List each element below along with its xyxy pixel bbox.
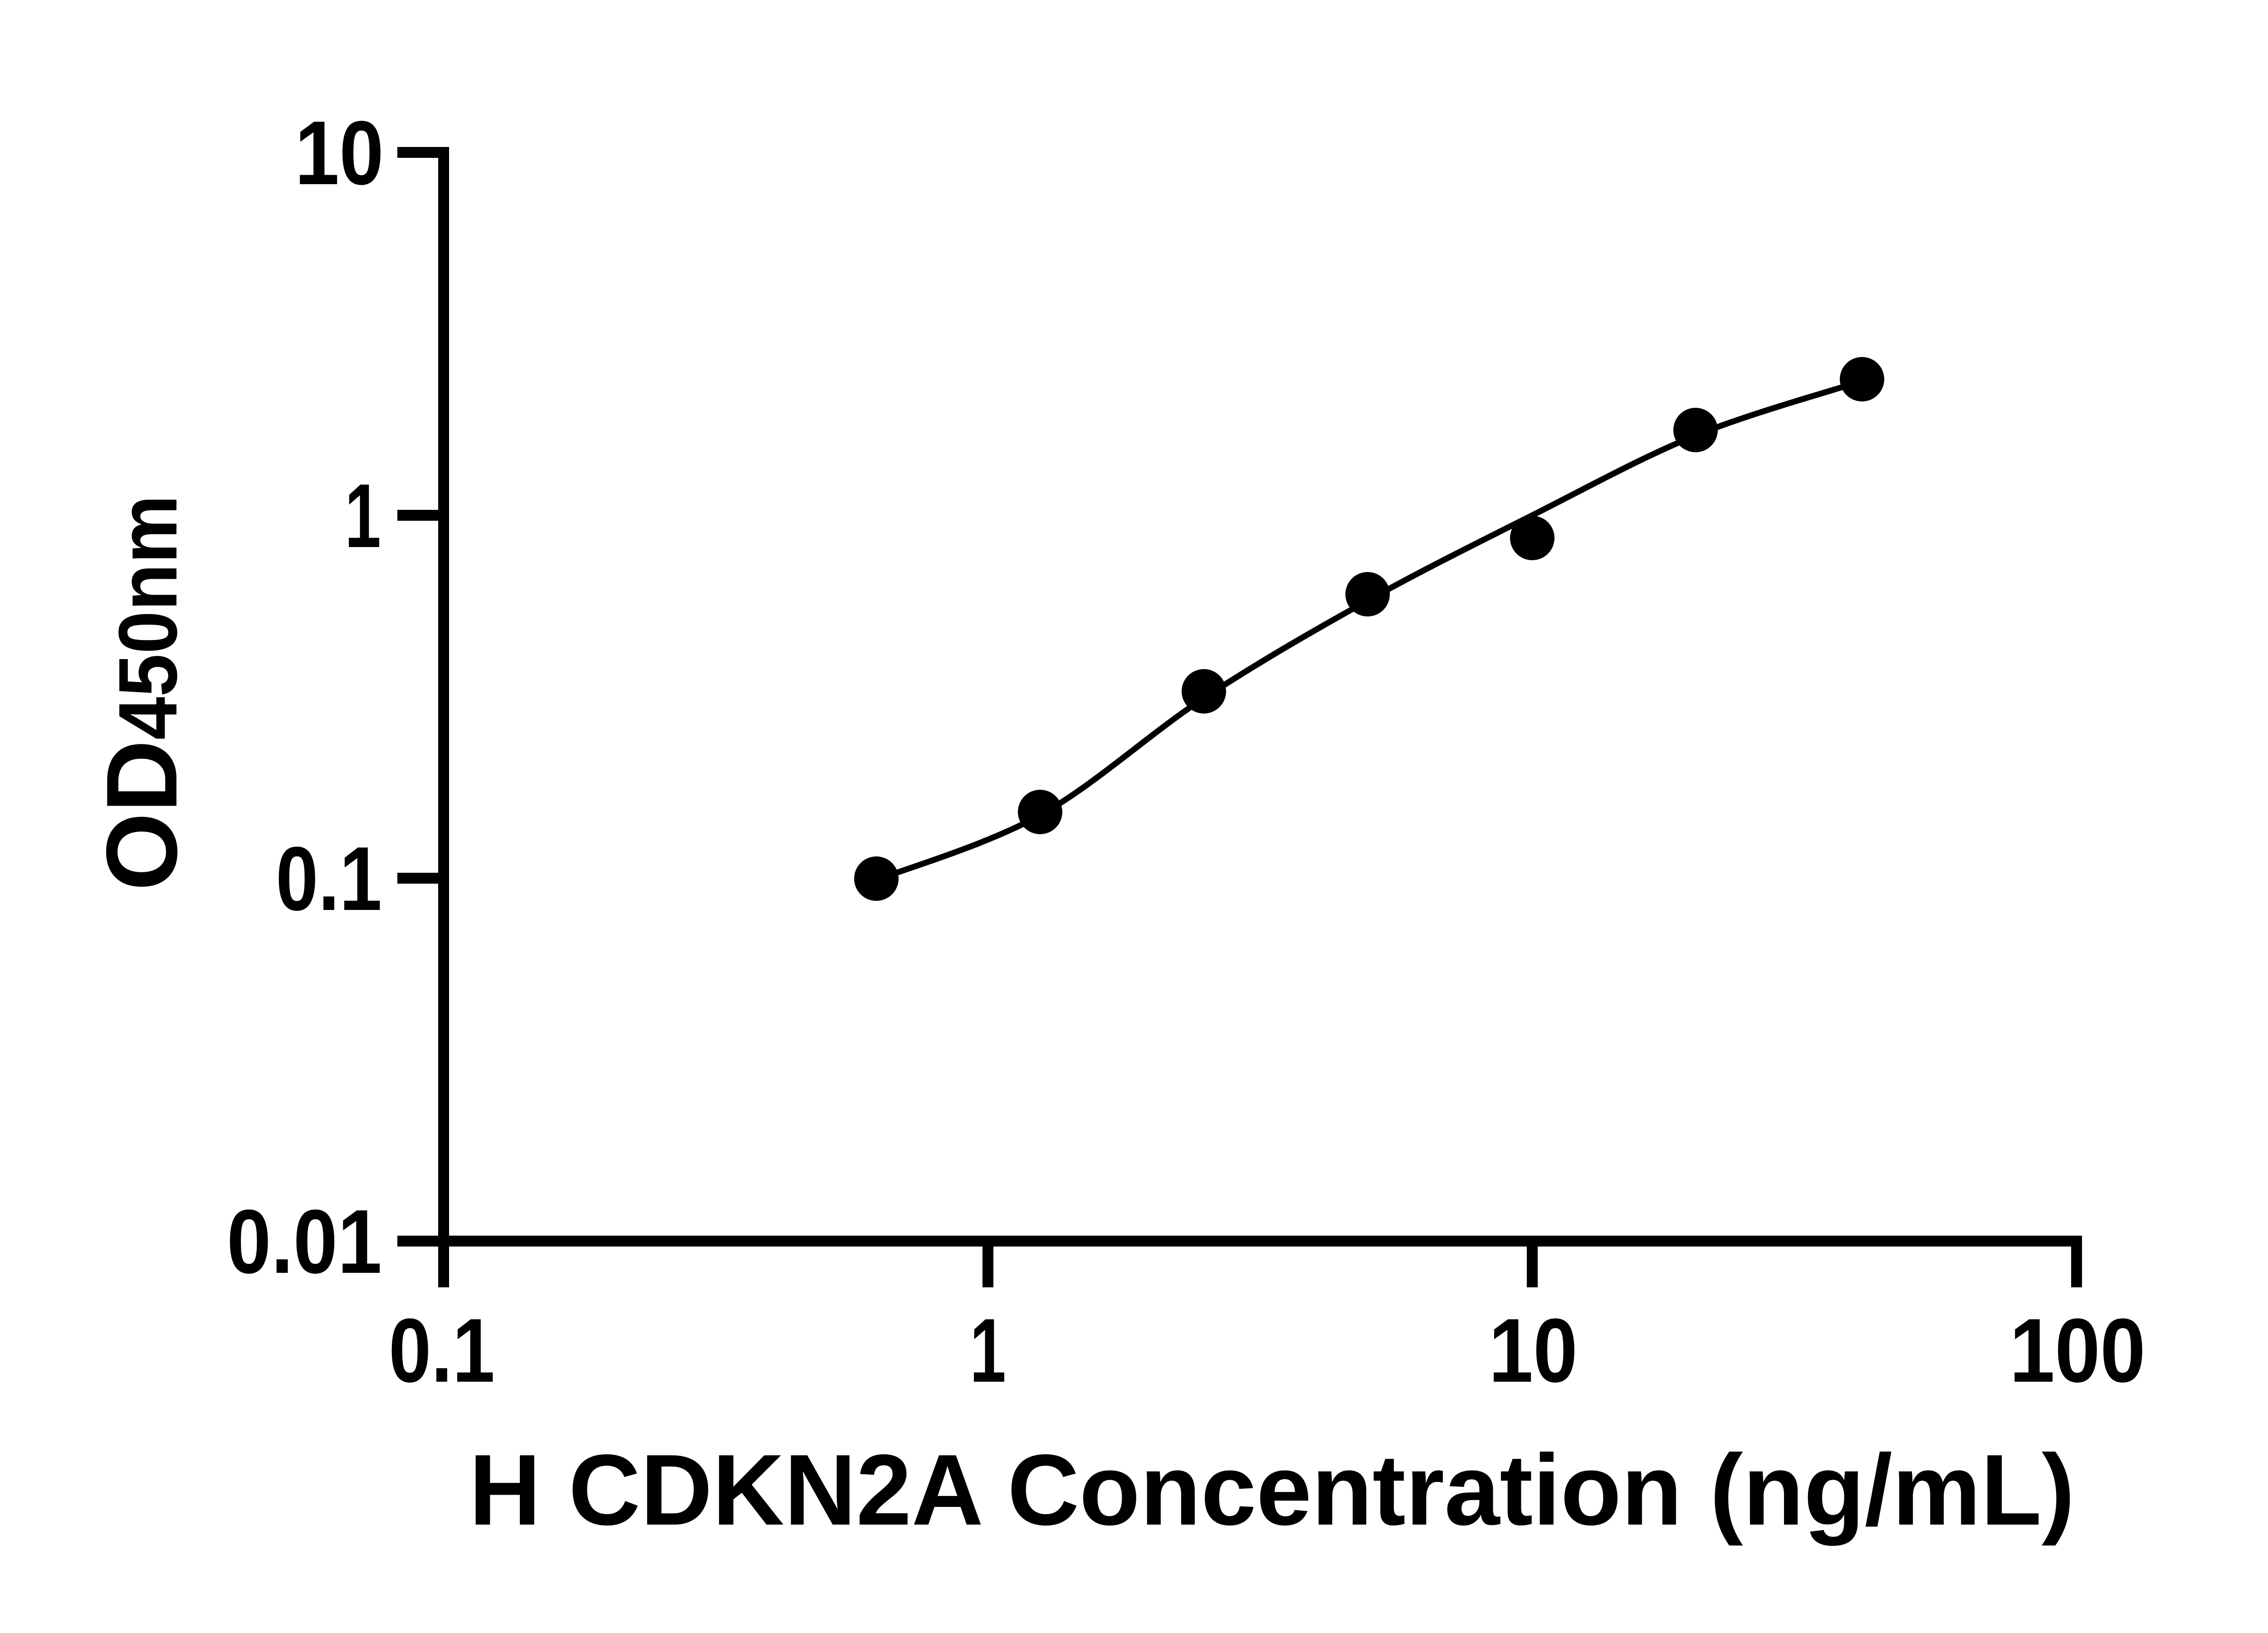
svg-text:10: 10 [1489,1300,1578,1401]
svg-text:10: 10 [295,103,384,204]
svg-text:0.1: 0.1 [276,828,382,929]
svg-text:0.1: 0.1 [389,1300,495,1401]
svg-text:OD450nm: OD450nm [86,495,198,891]
svg-text:H CDKN2A Concentration (ng/mL): H CDKN2A Concentration (ng/mL) [469,1434,2075,1546]
svg-text:1: 1 [970,1300,1006,1401]
svg-text:1: 1 [345,465,381,567]
svg-text:100: 100 [2009,1300,2146,1401]
svg-text:0.01: 0.01 [227,1191,382,1292]
